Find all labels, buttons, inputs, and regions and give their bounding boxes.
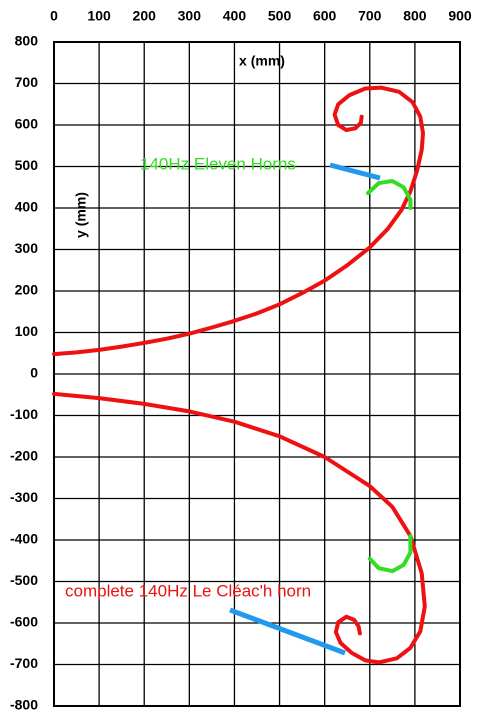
x-axis-label: x (mm)	[239, 53, 285, 69]
y-tick-label: -500	[10, 572, 38, 588]
annotation: complete 140Hz Le Cléac'h horn	[65, 581, 311, 600]
annotation-arrow	[329, 162, 381, 181]
y-tick-label: 600	[15, 116, 39, 132]
x-tick-label: 100	[87, 8, 111, 24]
line	[52, 391, 427, 665]
x-tick-label: 500	[268, 8, 292, 24]
x-tick-label: 400	[223, 8, 247, 24]
y-tick-label: 700	[15, 74, 39, 90]
y-tick-label: 800	[15, 33, 39, 49]
annotation: 140Hz Eleven Horns	[140, 154, 296, 173]
x-tick-label: 200	[133, 8, 157, 24]
x-tick-label: 800	[403, 8, 427, 24]
y-tick-label: -300	[10, 489, 38, 505]
annotation-arrow	[229, 607, 346, 656]
y-tick-label: -600	[10, 614, 38, 630]
y-tick-label: -800	[10, 697, 38, 713]
y-tick-label: 300	[15, 240, 39, 256]
x-tick-label: 0	[50, 8, 58, 24]
y-tick-label: -200	[10, 448, 38, 464]
y-axis-label: y (mm)	[73, 192, 89, 238]
y-tick-label: -100	[10, 406, 38, 422]
x-tick-label: 600	[313, 8, 337, 24]
x-tick-label: 300	[178, 8, 202, 24]
y-tick-label: -700	[10, 655, 38, 671]
y-tick-label: 500	[15, 157, 39, 173]
y-tick-label: -400	[10, 531, 38, 547]
y-tick-label: 0	[30, 365, 38, 381]
y-tick-label: 400	[15, 199, 39, 215]
plot-border	[53, 41, 461, 707]
y-tick-label: 100	[15, 323, 39, 339]
line	[367, 533, 413, 574]
line	[52, 85, 425, 357]
line	[366, 179, 413, 210]
x-tick-label: 700	[358, 8, 382, 24]
y-tick-label: 200	[15, 282, 39, 298]
x-tick-label: 900	[448, 8, 472, 24]
